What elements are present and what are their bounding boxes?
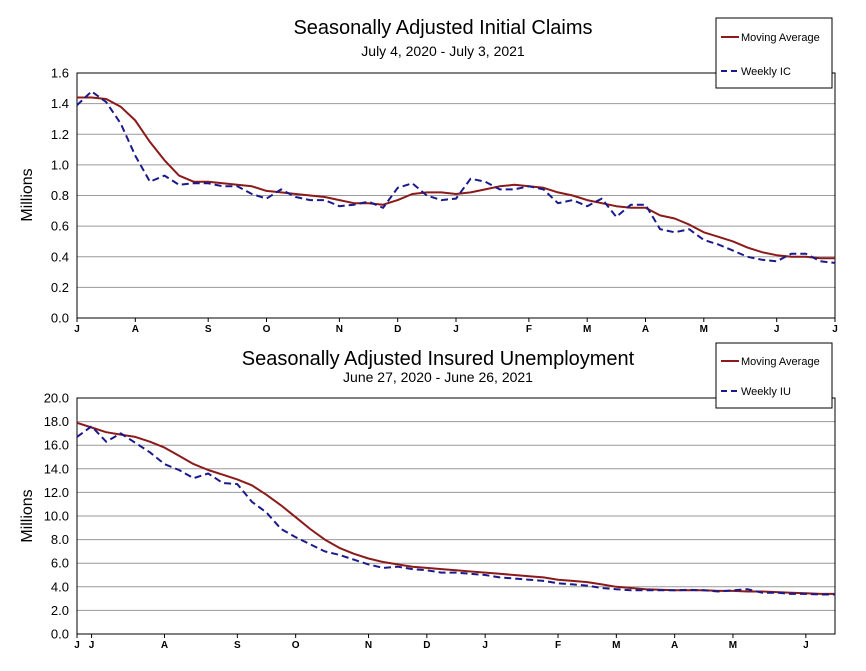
series-line-moving-average <box>76 421 835 595</box>
chart-title: Seasonally Adjusted Insured Unemployment <box>242 348 635 370</box>
chart-subtitle: June 27, 2020 - June 26, 2021 <box>343 369 533 385</box>
y-tick-label: 0.0 <box>51 627 69 642</box>
x-tick-label: J <box>832 324 838 335</box>
y-tick-label: 20.0 <box>44 391 69 406</box>
y-tick-label: 0.8 <box>51 188 69 203</box>
x-tick-label: A <box>132 324 139 335</box>
legend-label-moving-average: Moving Average <box>741 32 820 44</box>
x-tick-label: A <box>671 640 678 651</box>
x-tick-label: M <box>700 324 708 335</box>
legend-label-weekly-ic: Weekly IC <box>741 66 791 78</box>
y-tick-label: 2.0 <box>51 603 69 618</box>
x-tick-label: A <box>161 640 168 651</box>
y-tick-label: 4.0 <box>51 579 69 594</box>
y-tick-label: 1.2 <box>51 127 69 142</box>
y-tick-label: 18.0 <box>44 414 69 429</box>
series-line-weekly-ic <box>76 90 836 264</box>
insured-unemployment-chart: Seasonally Adjusted Insured Unemployment… <box>19 342 836 651</box>
x-tick-label: M <box>729 640 737 651</box>
series-line-weekly-iu <box>76 425 835 596</box>
x-tick-label: M <box>583 324 591 335</box>
y-tick-label: 1.4 <box>51 96 69 111</box>
x-tick-label: J <box>453 324 459 335</box>
series-line-moving-average <box>77 96 835 260</box>
x-tick-label: J <box>74 324 80 335</box>
y-tick-label: 6.0 <box>51 556 69 571</box>
x-tick-label: D <box>394 324 401 335</box>
x-tick-label: N <box>365 640 372 651</box>
y-tick-label: 0.4 <box>51 249 69 264</box>
x-tick-label: S <box>205 324 212 335</box>
x-tick-label: J <box>803 640 809 651</box>
x-tick-label: F <box>526 324 532 335</box>
initial-claims-chart: Seasonally Adjusted Initial Claims July … <box>19 17 838 335</box>
legend-box <box>715 342 833 409</box>
x-tick-label: A <box>642 324 649 335</box>
x-tick-label: F <box>555 640 561 651</box>
chart-subtitle: July 4, 2020 - July 3, 2021 <box>361 43 525 59</box>
legend-label-moving-average: Moving Average <box>741 356 820 368</box>
x-tick-label: J <box>74 640 80 651</box>
y-tick-label: 0.2 <box>51 280 69 295</box>
y-tick-label: 10.0 <box>44 509 69 524</box>
y-tick-label: 0.6 <box>51 219 69 234</box>
y-tick-label: 0.0 <box>51 311 69 326</box>
x-tick-label: D <box>423 640 430 651</box>
y-tick-label: 8.0 <box>51 532 69 547</box>
y-axis-label: Millions <box>19 489 36 542</box>
x-tick-label: J <box>89 640 95 651</box>
x-tick-label: O <box>292 640 300 651</box>
x-tick-label: N <box>336 324 343 335</box>
chart-title: Seasonally Adjusted Initial Claims <box>293 17 592 39</box>
x-tick-label: J <box>482 640 488 651</box>
x-tick-label: J <box>774 324 780 335</box>
y-tick-label: 12.0 <box>44 485 69 500</box>
y-tick-label: 1.6 <box>51 66 69 81</box>
legend-box <box>715 17 833 89</box>
x-tick-label: M <box>612 640 620 651</box>
x-tick-label: S <box>234 640 241 651</box>
chart-legend: Moving Average Weekly IC <box>715 17 833 89</box>
y-axis-label: Millions <box>19 168 36 221</box>
chart-legend: Moving Average Weekly IU <box>715 342 833 409</box>
y-tick-label: 1.0 <box>51 157 69 172</box>
x-tick-label: O <box>263 324 271 335</box>
plot-frame <box>76 397 836 635</box>
legend-label-weekly-iu: Weekly IU <box>741 386 791 398</box>
y-tick-label: 14.0 <box>44 461 69 476</box>
y-tick-label: 16.0 <box>44 438 69 453</box>
